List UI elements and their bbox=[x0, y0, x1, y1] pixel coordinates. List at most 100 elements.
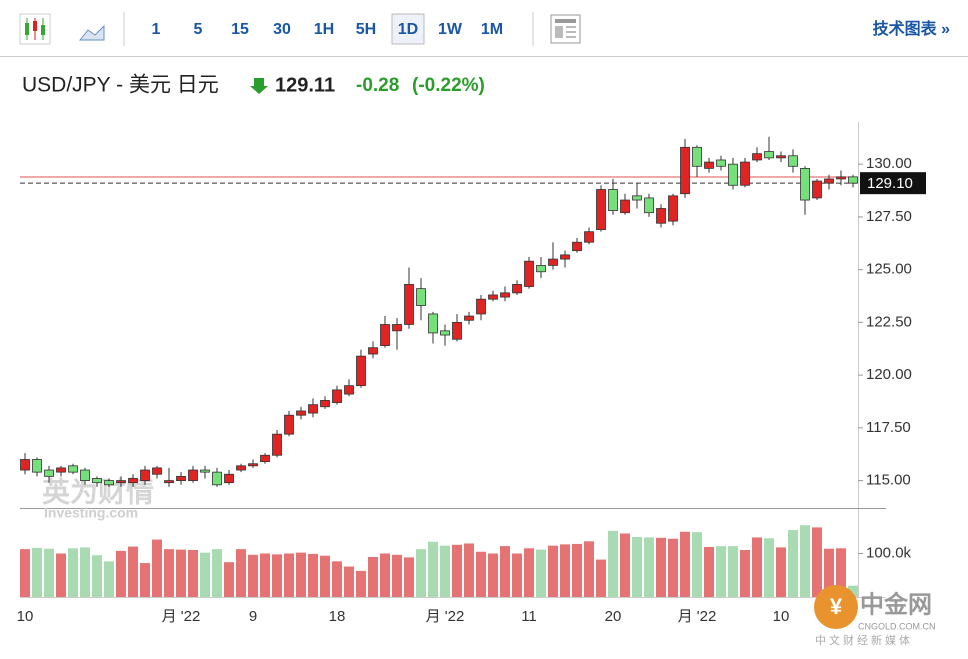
y-tick-label: 100.0k bbox=[866, 544, 912, 561]
volume-bar bbox=[656, 537, 666, 597]
candle-body bbox=[464, 315, 474, 321]
volume-bar bbox=[272, 554, 282, 597]
x-tick-label: 11 bbox=[521, 608, 537, 625]
candle-body bbox=[356, 355, 366, 387]
icon-line bbox=[555, 19, 576, 23]
candle-body bbox=[812, 180, 822, 199]
candle-body bbox=[128, 478, 138, 484]
candle-body bbox=[224, 473, 234, 484]
table-icon[interactable] bbox=[550, 14, 581, 44]
candle-body bbox=[608, 189, 618, 211]
plot: 115.00 117.50 120.00 122.50 125.00 127.50 130.… bbox=[17, 136, 926, 625]
volume-bar bbox=[404, 557, 414, 597]
candle-body bbox=[56, 467, 66, 473]
watermark-site: Investing.com bbox=[44, 505, 138, 521]
candle-body bbox=[620, 199, 630, 214]
candle-body bbox=[644, 197, 654, 214]
volume-bar bbox=[140, 563, 150, 597]
candle-body bbox=[80, 469, 90, 481]
interval-button[interactable]: 15 bbox=[231, 21, 249, 38]
x-tick-label: 9 bbox=[249, 608, 257, 625]
interval-button[interactable]: 1D bbox=[398, 21, 418, 38]
volume-bar bbox=[596, 559, 606, 597]
candle-body bbox=[800, 168, 810, 201]
x-tick-label: 月 '22 bbox=[426, 608, 465, 625]
icon-body bbox=[33, 21, 37, 31]
interval-button[interactable]: 1W bbox=[438, 21, 463, 38]
volume-bar bbox=[380, 553, 390, 597]
candle-body bbox=[704, 161, 714, 169]
volume-bar bbox=[260, 553, 270, 597]
volume-bar bbox=[752, 537, 762, 597]
candle-body bbox=[32, 459, 42, 473]
candle-body bbox=[680, 146, 690, 195]
y-tick-label: 125.00 bbox=[866, 261, 912, 278]
volume-bar bbox=[536, 549, 546, 597]
candle-body bbox=[836, 176, 846, 180]
candle-body bbox=[200, 469, 210, 473]
active-interval[interactable] bbox=[391, 13, 425, 45]
y-tick-label: 117.50 bbox=[866, 419, 911, 436]
volume-bar bbox=[344, 566, 354, 597]
candle-icon[interactable] bbox=[19, 13, 51, 45]
volume-bar bbox=[524, 548, 534, 597]
volume-bar bbox=[836, 548, 846, 597]
interval-button[interactable]: 5H bbox=[356, 21, 376, 38]
volume-bar bbox=[512, 553, 522, 597]
interval-button[interactable]: 1M bbox=[481, 21, 503, 38]
volume-bar bbox=[440, 545, 450, 597]
volume-bar bbox=[584, 541, 594, 597]
volume-bar bbox=[668, 538, 678, 597]
volume-bar bbox=[740, 550, 750, 597]
candle-body bbox=[404, 284, 414, 325]
volume-bar bbox=[680, 531, 690, 597]
candle-body bbox=[692, 146, 702, 167]
candle-body bbox=[92, 478, 102, 484]
logo-text: 中金网 bbox=[860, 590, 932, 618]
icon-body bbox=[41, 25, 45, 35]
volume-bar bbox=[176, 549, 186, 597]
candle-body bbox=[188, 469, 198, 481]
candle-body bbox=[380, 324, 390, 346]
candle-body bbox=[344, 385, 354, 395]
candle-body bbox=[752, 153, 762, 161]
volume-bar bbox=[224, 562, 234, 597]
logo-tagline: 中文财经新媒体 bbox=[815, 633, 913, 647]
y-tick-label: 122.50 bbox=[866, 313, 912, 330]
icon-body bbox=[25, 23, 29, 35]
volume-bar bbox=[728, 546, 738, 597]
candle-body bbox=[716, 159, 726, 167]
technical-chart-link[interactable]: 技术图表 » bbox=[873, 19, 950, 38]
candle-body bbox=[572, 241, 582, 252]
volume-bar bbox=[296, 552, 306, 597]
interval-button[interactable]: 1H bbox=[314, 21, 334, 38]
candle-body bbox=[152, 467, 162, 475]
volume-bar bbox=[308, 553, 318, 597]
x-tick-label: 18 bbox=[329, 608, 346, 625]
candle-body bbox=[548, 258, 558, 266]
interval-button[interactable]: 1 bbox=[152, 21, 161, 38]
area-icon[interactable] bbox=[78, 24, 105, 41]
volume-bar bbox=[452, 544, 462, 597]
candle-body bbox=[500, 292, 510, 298]
candle-body bbox=[524, 260, 534, 287]
candle-body bbox=[296, 410, 306, 416]
candle-body bbox=[368, 347, 378, 355]
last-price-box bbox=[860, 172, 926, 195]
candle-body bbox=[272, 433, 282, 456]
volume-bar bbox=[764, 538, 774, 597]
candle-body bbox=[212, 471, 222, 486]
interval-button[interactable]: 5 bbox=[194, 21, 203, 38]
volume-bar bbox=[92, 555, 102, 597]
volume-bar bbox=[644, 537, 654, 597]
last-price-label: 129.10 bbox=[867, 175, 913, 192]
candle-body bbox=[728, 163, 738, 186]
volume-bar bbox=[368, 556, 378, 597]
volume-bar bbox=[356, 570, 366, 597]
volume-bar bbox=[332, 561, 342, 597]
logo-circle bbox=[814, 585, 858, 629]
volume-bar bbox=[44, 548, 54, 597]
candle-body bbox=[512, 284, 522, 294]
interval-button[interactable]: 30 bbox=[273, 21, 291, 38]
volume-bar bbox=[284, 553, 294, 597]
